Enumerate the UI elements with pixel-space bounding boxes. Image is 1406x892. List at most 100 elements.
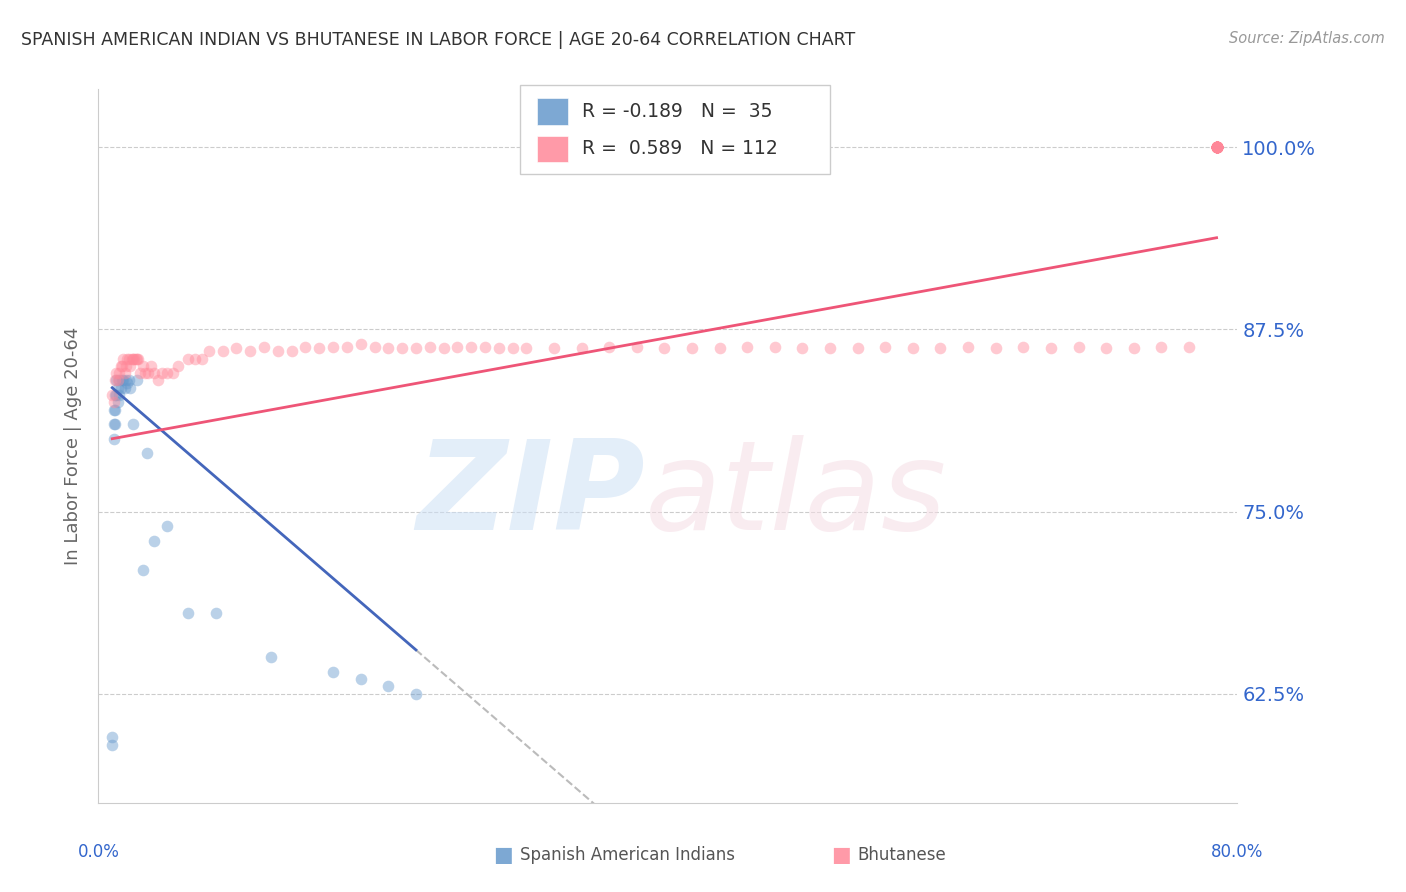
Point: [1205, 140, 1227, 154]
Point: [103, 402, 125, 417]
Point: [177, 607, 200, 621]
Point: [253, 340, 276, 354]
Point: [112, 374, 135, 388]
Point: [1205, 140, 1227, 154]
Point: [419, 340, 441, 354]
Point: [1205, 140, 1227, 154]
Point: [377, 342, 399, 356]
Point: [405, 342, 427, 356]
Point: [350, 337, 373, 351]
Point: [142, 366, 165, 380]
Point: [112, 351, 135, 366]
Point: [260, 650, 283, 665]
Point: [167, 359, 190, 373]
Text: Spanish American Indians: Spanish American Indians: [520, 846, 735, 863]
Point: [124, 351, 146, 366]
Point: [114, 381, 136, 395]
Point: [1205, 140, 1227, 154]
Point: [929, 342, 952, 356]
Point: [142, 533, 165, 548]
Point: [1205, 140, 1227, 154]
Point: [1150, 340, 1173, 354]
Text: atlas: atlas: [645, 435, 948, 557]
Text: ZIP: ZIP: [416, 435, 645, 557]
Point: [103, 432, 125, 446]
Point: [104, 417, 127, 432]
Point: [239, 344, 262, 359]
Point: [308, 342, 330, 356]
Point: [1205, 140, 1227, 154]
Point: [460, 340, 482, 354]
Point: [131, 359, 153, 373]
Point: [1122, 342, 1144, 356]
Point: [543, 342, 565, 356]
Point: [134, 366, 156, 380]
Point: [156, 519, 179, 533]
Point: [104, 388, 127, 402]
Text: R =  0.589   N = 112: R = 0.589 N = 112: [582, 139, 778, 159]
Point: [108, 366, 131, 380]
Point: [105, 366, 128, 380]
Point: [571, 342, 593, 356]
Point: [103, 417, 125, 432]
Point: [177, 351, 200, 366]
Point: [107, 381, 129, 395]
Point: [294, 340, 316, 354]
Text: ■: ■: [494, 845, 513, 864]
Point: [901, 342, 924, 356]
Point: [405, 687, 427, 701]
Point: [191, 351, 214, 366]
Point: [127, 351, 149, 366]
Point: [1205, 140, 1227, 154]
Point: [1012, 340, 1035, 354]
Point: [681, 342, 703, 356]
Point: [654, 342, 676, 356]
Point: [204, 607, 226, 621]
Text: R = -0.189   N =  35: R = -0.189 N = 35: [582, 102, 772, 121]
Point: [1205, 140, 1227, 154]
Point: [107, 395, 129, 409]
Point: [1205, 140, 1227, 154]
Point: [818, 342, 841, 356]
Point: [626, 340, 648, 354]
Point: [350, 672, 373, 686]
Point: [122, 351, 145, 366]
Text: 0.0%: 0.0%: [77, 843, 120, 861]
Point: [792, 342, 814, 356]
Point: [225, 342, 247, 356]
Point: [1205, 140, 1227, 154]
Point: [1205, 140, 1227, 154]
Point: [104, 402, 127, 417]
Point: [1205, 140, 1227, 154]
Point: [1205, 140, 1227, 154]
Point: [120, 381, 142, 395]
Point: [111, 374, 134, 388]
Point: [763, 340, 786, 354]
Text: ■: ■: [831, 845, 851, 864]
Text: SPANISH AMERICAN INDIAN VS BHUTANESE IN LABOR FORCE | AGE 20-64 CORRELATION CHAR: SPANISH AMERICAN INDIAN VS BHUTANESE IN …: [21, 31, 855, 49]
Point: [128, 366, 150, 380]
Point: [1205, 140, 1227, 154]
Point: [984, 342, 1007, 356]
Point: [735, 340, 758, 354]
Point: [120, 359, 142, 373]
Point: [280, 344, 302, 359]
Point: [1205, 140, 1227, 154]
Point: [322, 340, 344, 354]
Point: [1205, 140, 1227, 154]
Text: Bhutanese: Bhutanese: [858, 846, 946, 863]
Point: [136, 366, 159, 380]
Point: [105, 374, 128, 388]
Point: [377, 679, 399, 693]
Point: [957, 340, 980, 354]
Point: [103, 395, 125, 409]
Point: [515, 342, 537, 356]
Point: [1205, 140, 1227, 154]
Point: [267, 344, 290, 359]
Point: [101, 731, 124, 745]
Point: [101, 388, 124, 402]
Point: [709, 342, 731, 356]
Point: [146, 374, 169, 388]
Point: [108, 388, 131, 402]
Point: [162, 366, 184, 380]
